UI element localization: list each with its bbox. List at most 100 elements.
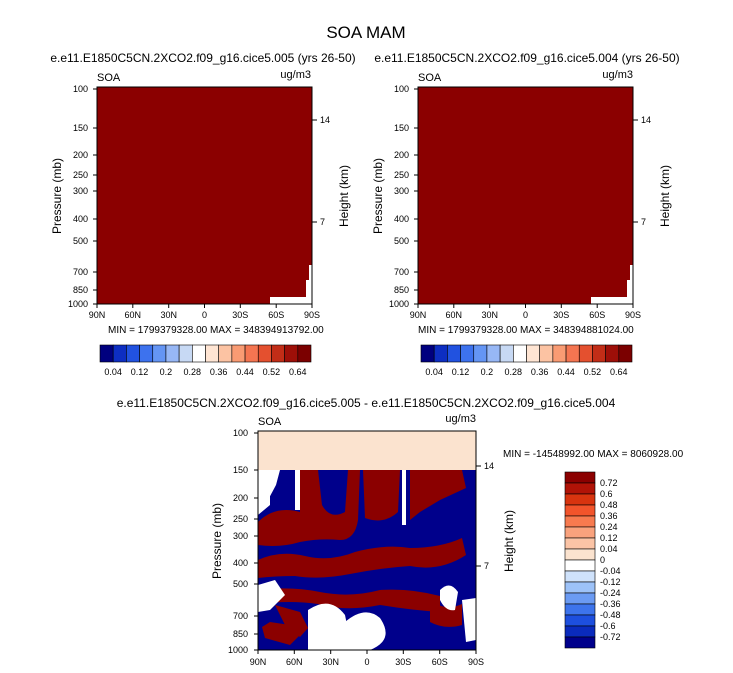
- colorbar-swatch: [526, 344, 540, 363]
- panel-right-missing-data-corner: [591, 265, 633, 304]
- height-tick-label: 14: [484, 461, 494, 471]
- colorbar-swatch: [420, 344, 435, 363]
- x-tick-label: 90N: [250, 657, 267, 667]
- y-tick-label: 300: [394, 186, 409, 196]
- x-tick-label: 30N: [322, 657, 339, 667]
- colorbar-swatch: [564, 581, 596, 594]
- colorbar-swatch: [552, 344, 567, 363]
- colorbar-swatch: [564, 548, 596, 561]
- colorbar-label: 0.52: [263, 367, 281, 377]
- colorbar-label: -0.24: [600, 588, 621, 598]
- colorbar-label: -0.12: [600, 577, 621, 587]
- x-tick-label: 30S: [232, 310, 248, 320]
- colorbar-swatch: [447, 344, 461, 363]
- panel-diff-tick-marks: [254, 432, 481, 654]
- colorbar-swatch: [192, 344, 206, 363]
- figure-title: SOA MAM: [326, 23, 405, 42]
- panel-left: e.e11.E1850C5CN.2XCO2.f09_g16.cice5.005 …: [50, 51, 356, 377]
- y-tick-label: 250: [233, 514, 248, 524]
- panel-diff-stats: MIN = -14548992.00 MAX = 8060928.00: [503, 449, 684, 460]
- colorbar-swatch: [205, 344, 219, 363]
- height-tick-label: 14: [320, 115, 330, 125]
- panel-left-variable-label: SOA: [97, 72, 121, 84]
- colorbar-label: 0.52: [584, 367, 602, 377]
- colorbar-swatch: [605, 344, 620, 363]
- colorbar-swatch: [112, 344, 127, 363]
- colorbar-swatch: [284, 344, 299, 363]
- y-tick-label: 200: [233, 493, 248, 503]
- colorbar-swatch: [271, 344, 285, 363]
- y-tick-label: 250: [73, 170, 88, 180]
- colorbar-swatch: [564, 559, 596, 572]
- y-tick-label: 850: [394, 285, 409, 295]
- colorbar-swatch: [178, 344, 193, 363]
- panel-diff-field: [258, 431, 476, 650]
- colorbar-swatch: [244, 344, 259, 363]
- colorbar-swatch: [564, 625, 596, 638]
- panel-left-ylabel: Pressure (mb): [50, 158, 64, 234]
- colorbar-swatch: [231, 344, 246, 363]
- colorbar-swatch: [564, 493, 596, 506]
- colorbar-label: 0.6: [600, 489, 613, 499]
- y-tick-label: 700: [233, 611, 248, 621]
- panel-diff: e.e11.E1850C5CN.2XCO2.f09_g16.cice5.005 …: [117, 396, 684, 667]
- colorbar-label: 0.44: [236, 367, 254, 377]
- y-tick-label: 850: [233, 629, 248, 639]
- colorbar-swatch: [564, 515, 596, 528]
- panel-diff-units-label: ug/m3: [445, 413, 476, 425]
- panel-diff-variable-label: SOA: [258, 416, 282, 428]
- panel-left-colorbar: 0.04 0.12 0.2 0.28 0.36 0.44 0.52 0.64: [99, 344, 312, 377]
- colorbar-label: 0.36: [531, 367, 549, 377]
- x-tick-label: 60N: [125, 310, 142, 320]
- colorbar-label: 0.64: [610, 367, 628, 377]
- panel-diff-colorbar: 0.720.60.480.360.240.120.040-0.04-0.12-0…: [564, 471, 621, 649]
- x-tick-label: 60S: [432, 657, 448, 667]
- colorbar-label: 0.28: [505, 367, 523, 377]
- panel-right-units-label: ug/m3: [602, 69, 633, 81]
- y-tick-label: 300: [233, 531, 248, 541]
- colorbar-swatch: [218, 344, 233, 363]
- colorbar-label: -0.36: [600, 599, 621, 609]
- y-tick-label: 400: [394, 214, 409, 224]
- x-tick-label: 0: [202, 310, 207, 320]
- y-tick-label: 500: [73, 236, 88, 246]
- colorbar-label: -0.48: [600, 610, 621, 620]
- panel-left-stats: MIN = 1799379328.00 MAX = 348394913792.0…: [108, 325, 324, 336]
- x-tick-label: 90S: [468, 657, 484, 667]
- panel-left-units-label: ug/m3: [280, 69, 311, 81]
- colorbar-label: 0.36: [600, 511, 618, 521]
- x-tick-label: 30N: [481, 310, 498, 320]
- y-tick-label: 500: [233, 579, 248, 589]
- y-tick-label: 100: [394, 84, 409, 94]
- colorbar-label: -0.6: [600, 621, 616, 631]
- x-tick-label: 90S: [625, 310, 641, 320]
- y-tick-label: 100: [73, 84, 88, 94]
- panel-diff-y-ticks: 100 150 200 250 300 400 500 700 850 1000: [228, 428, 248, 655]
- colorbar-label: 0.48: [600, 500, 618, 510]
- colorbar-swatch: [539, 344, 554, 363]
- panel-right-y-ticks: 100 150 200 250 300 400 500 700 850 1000: [389, 84, 409, 309]
- height-tick-label: 7: [320, 217, 325, 227]
- colorbar-swatch: [513, 344, 527, 363]
- colorbar-swatch: [257, 344, 272, 363]
- x-tick-label: 90N: [410, 310, 427, 320]
- x-tick-label: 30S: [553, 310, 569, 320]
- colorbar-swatch: [564, 614, 596, 627]
- height-tick-label: 7: [484, 561, 489, 571]
- panel-left-field: [97, 87, 312, 304]
- colorbar-label: 0.04: [104, 367, 122, 377]
- colorbar-swatch: [433, 344, 448, 363]
- y-tick-label: 200: [73, 150, 88, 160]
- x-tick-label: 0: [364, 657, 369, 667]
- panel-left-y2label: Height (km): [337, 165, 351, 227]
- y-tick-label: 400: [233, 558, 248, 568]
- colorbar-label: 0.64: [289, 367, 307, 377]
- colorbar-swatch: [564, 636, 596, 649]
- panel-right-variable-label: SOA: [418, 72, 442, 84]
- colorbar-label: 0: [600, 555, 605, 565]
- colorbar-label: 0.72: [600, 478, 618, 488]
- colorbar-label: 0.12: [452, 367, 470, 377]
- panel-left-x-ticks: 90N 60N 30N 0 30S 60S 90S: [89, 310, 320, 320]
- x-tick-label: 90N: [89, 310, 106, 320]
